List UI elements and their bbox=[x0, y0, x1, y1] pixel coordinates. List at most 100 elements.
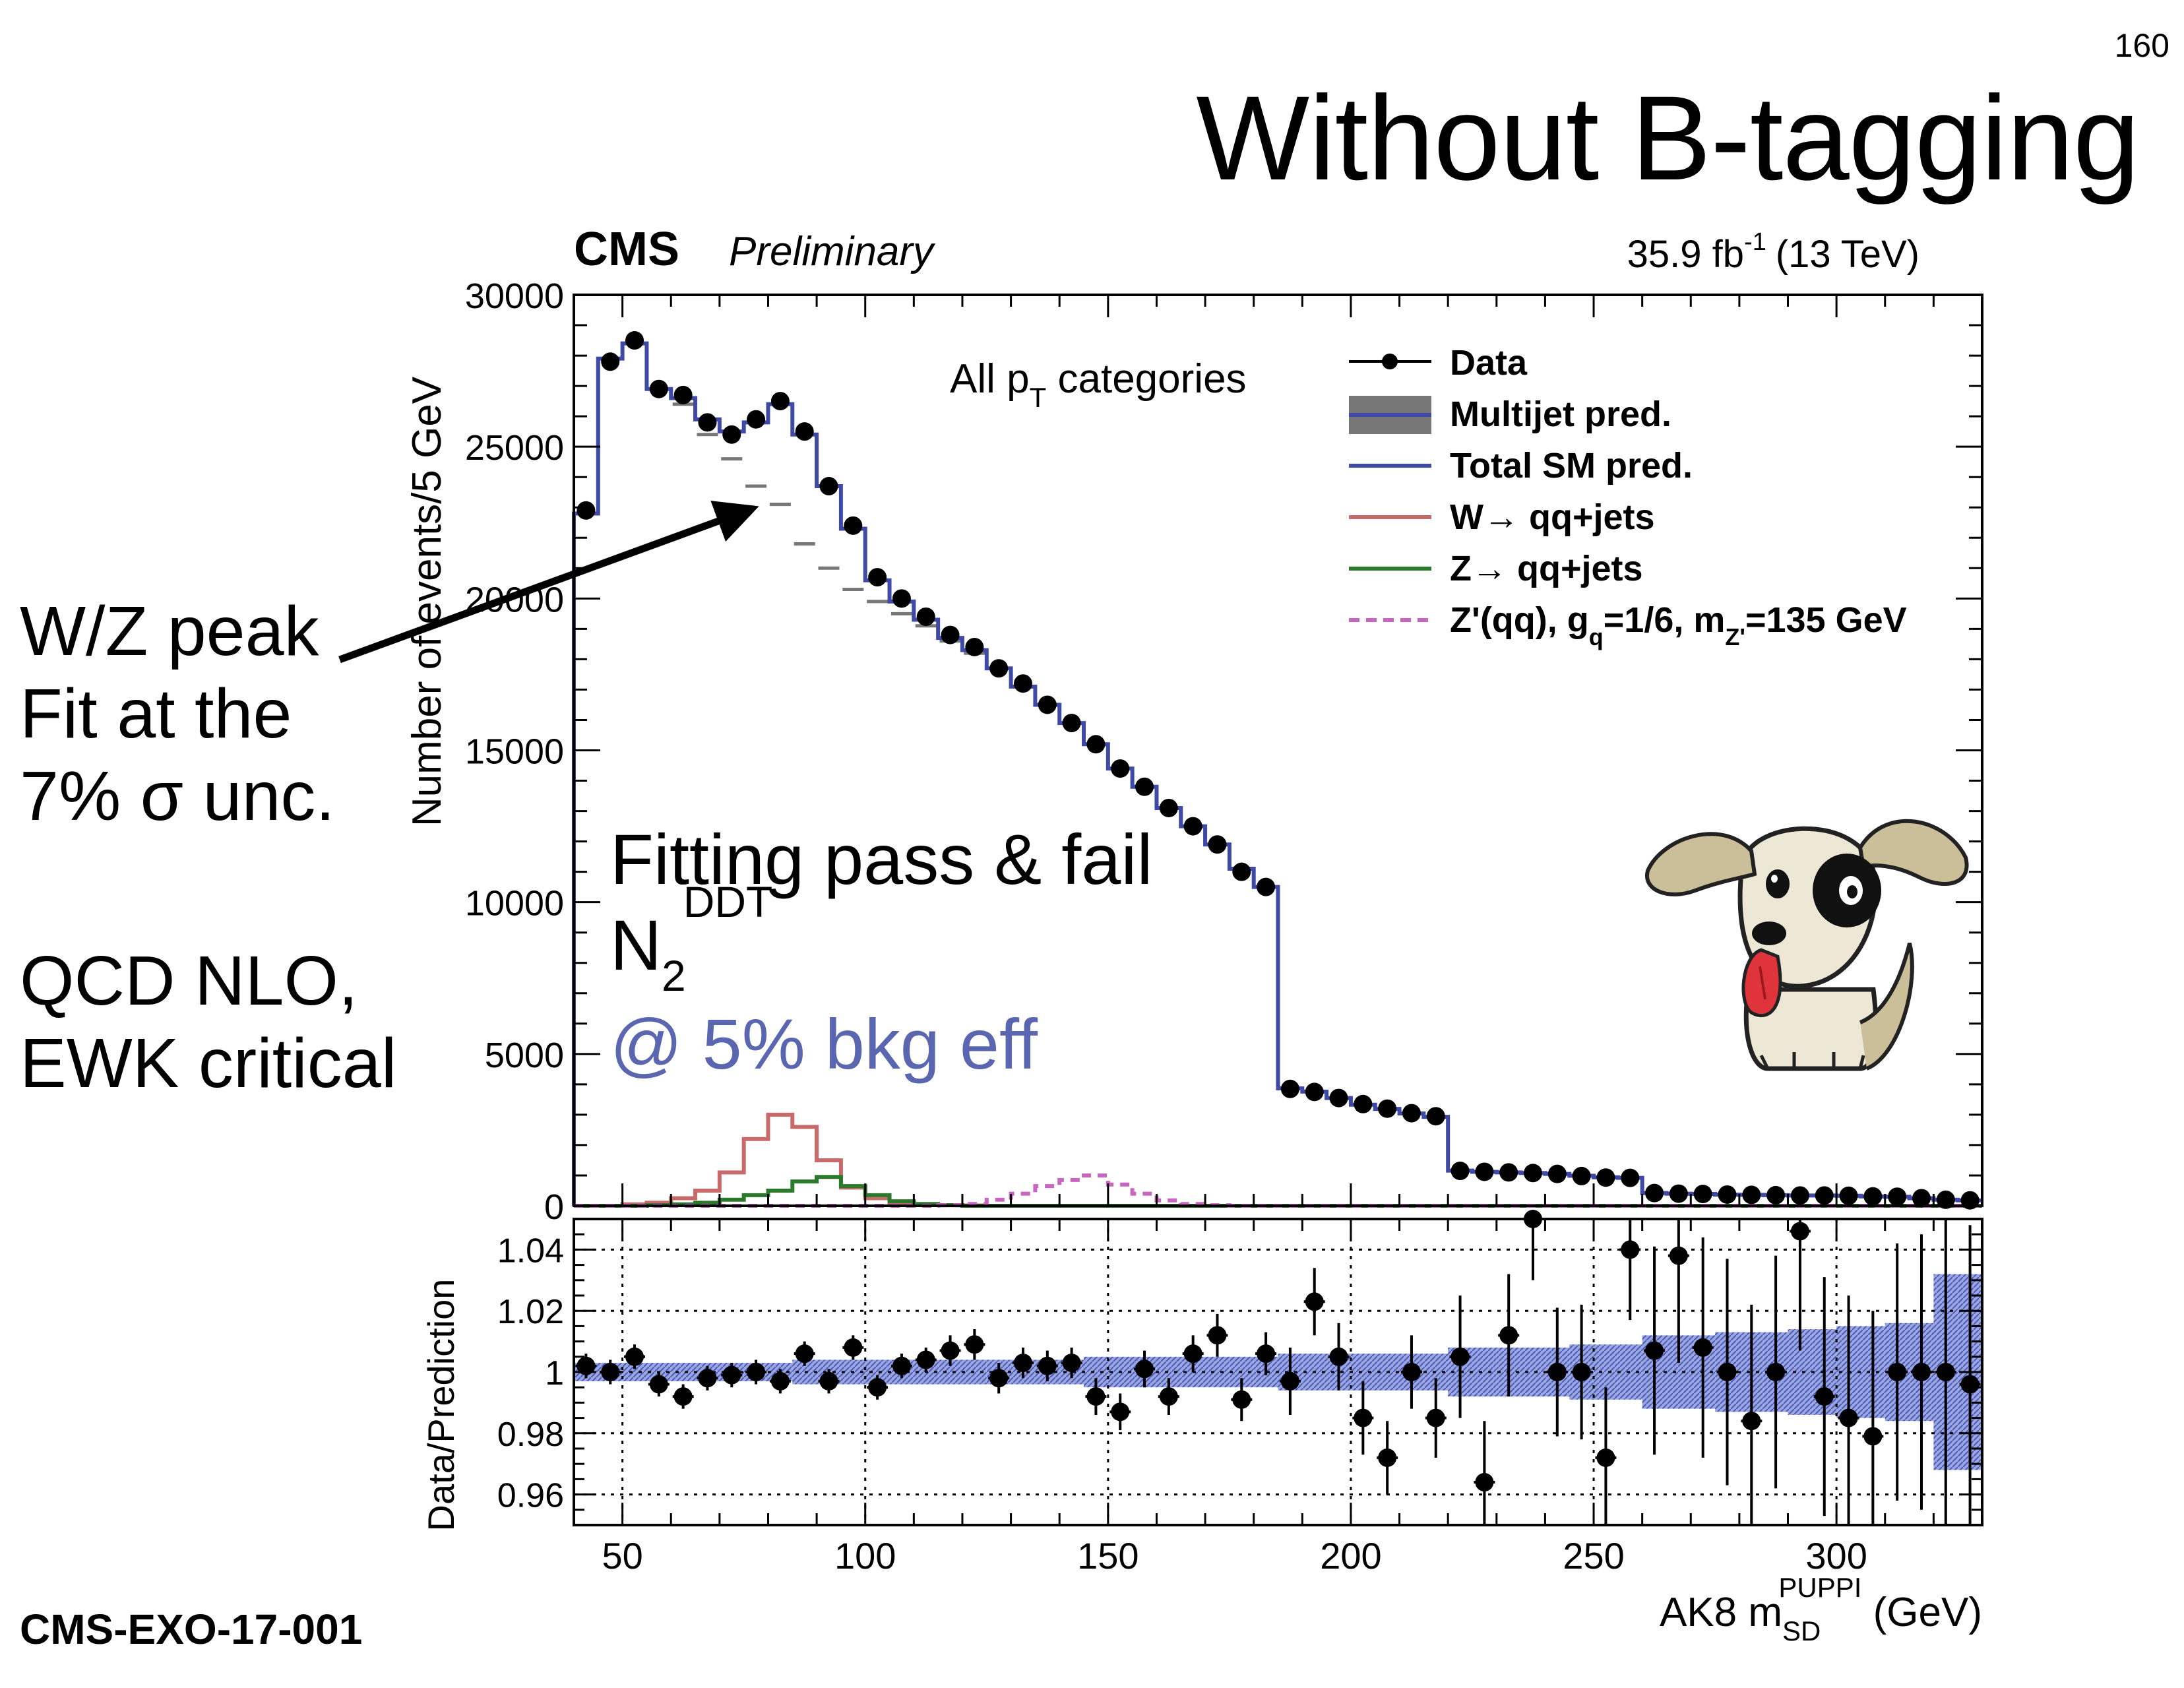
lumi-value: 35.9 fb bbox=[1627, 233, 1744, 276]
data-point bbox=[649, 379, 668, 398]
data-point bbox=[1718, 1185, 1737, 1204]
ratio-band-bin bbox=[1472, 1347, 1497, 1397]
data-point bbox=[1912, 1189, 1931, 1208]
ratio-point bbox=[1451, 1347, 1470, 1366]
data-point bbox=[1815, 1186, 1834, 1205]
legend-data-label: Data bbox=[1450, 343, 1528, 383]
data-point bbox=[1329, 1088, 1348, 1108]
ratio-point bbox=[1135, 1360, 1154, 1379]
data-point bbox=[1621, 1168, 1640, 1187]
x-tick-label: 100 bbox=[834, 1535, 896, 1577]
data-point bbox=[1111, 759, 1130, 778]
x-tick-label: 50 bbox=[602, 1535, 642, 1577]
data-point bbox=[1402, 1104, 1421, 1123]
y-tick-label: 10000 bbox=[465, 884, 564, 923]
data-point bbox=[819, 477, 838, 496]
ratio-point bbox=[1232, 1390, 1251, 1409]
overlay-efficiency-label: @ 5% bkg eff bbox=[610, 1004, 1038, 1084]
legend-totalsm-label: Total SM pred. bbox=[1450, 446, 1693, 485]
slide-number: 160 bbox=[2114, 27, 2169, 64]
note-wz-line-1: W/Z peak bbox=[20, 592, 319, 670]
overlay-n2ddt-label: N2DDT bbox=[610, 877, 772, 1000]
data-point bbox=[577, 501, 596, 520]
ratio-point bbox=[601, 1363, 620, 1381]
ratio-band-bin bbox=[1520, 1347, 1545, 1397]
preliminary-label: Preliminary bbox=[729, 229, 936, 274]
data-point bbox=[1572, 1166, 1591, 1185]
data-point bbox=[1499, 1163, 1518, 1182]
ratio-point bbox=[673, 1387, 693, 1406]
luminosity-label: 35.9 fb-1 (13 TeV) bbox=[1627, 228, 1919, 276]
data-point bbox=[1257, 877, 1276, 896]
ratio-point bbox=[1669, 1246, 1688, 1265]
y-tick-label: 25000 bbox=[465, 428, 564, 468]
legend-w-label: W→ qq+jets bbox=[1450, 497, 1655, 537]
reference-id: CMS-EXO-17-001 bbox=[20, 1606, 363, 1653]
ratio-point bbox=[747, 1363, 766, 1381]
ratio-point bbox=[1208, 1326, 1227, 1345]
axes bbox=[573, 294, 1983, 1526]
category-label: All pT categories bbox=[950, 356, 1247, 413]
ratio-y-tick-label: 0.98 bbox=[497, 1416, 564, 1454]
note-wz-peak: W/Z peak Fit at the 7% σ unc. bbox=[20, 590, 335, 838]
ratio-point bbox=[1839, 1408, 1858, 1427]
data-point bbox=[1888, 1187, 1907, 1206]
ratio-point bbox=[1960, 1375, 1980, 1394]
ratio-point bbox=[795, 1344, 814, 1363]
data-point bbox=[1038, 695, 1057, 714]
ratio-point bbox=[1815, 1387, 1834, 1406]
data-point bbox=[1062, 714, 1081, 733]
note-wz-line-2: Fit at the bbox=[20, 675, 292, 753]
dog-cartoon bbox=[1644, 819, 1969, 1071]
data-point bbox=[698, 413, 717, 432]
ratio-point bbox=[1742, 1412, 1761, 1431]
note-qcd-nlo: QCD NLO, EWK critical bbox=[20, 940, 396, 1105]
ratio-point bbox=[1693, 1338, 1712, 1357]
data-point bbox=[1766, 1185, 1786, 1204]
data-point bbox=[1208, 835, 1227, 854]
data-point bbox=[1354, 1094, 1373, 1113]
note-wz-line-3: 7% σ unc. bbox=[20, 757, 335, 836]
ratio-point bbox=[577, 1356, 596, 1375]
ratio-point bbox=[1183, 1344, 1202, 1363]
ratio-point bbox=[1062, 1354, 1081, 1373]
ratio-point bbox=[1596, 1448, 1615, 1467]
ratio-y-tick-label: 1 bbox=[545, 1354, 564, 1392]
y-axis-label: Number of events/5 GeV bbox=[404, 376, 450, 827]
ratio-point bbox=[649, 1375, 668, 1394]
ratio-point bbox=[1111, 1402, 1130, 1422]
x-tick-label: 250 bbox=[1563, 1535, 1624, 1577]
data-point bbox=[770, 392, 790, 411]
legend-data-marker bbox=[1382, 354, 1398, 369]
data-point bbox=[1183, 817, 1202, 836]
slide-title: Without B-tagging bbox=[1196, 71, 2140, 205]
x-axis-label: AK8 mSDPUPPI (GeV) bbox=[1660, 1572, 1982, 1646]
data-point bbox=[1280, 1079, 1299, 1098]
y-tick-label: 5000 bbox=[485, 1036, 564, 1075]
data-point bbox=[1547, 1164, 1567, 1183]
data-point bbox=[1159, 798, 1178, 817]
ratio-band-bin bbox=[671, 1363, 696, 1381]
data-point bbox=[892, 589, 911, 608]
ratio-y-tick-label: 1.02 bbox=[497, 1293, 564, 1331]
ratio-point bbox=[1936, 1363, 1955, 1381]
ratio-point bbox=[989, 1369, 1009, 1388]
x-tick-label: 200 bbox=[1320, 1535, 1381, 1577]
ratio-point bbox=[1038, 1356, 1057, 1375]
ratio-point bbox=[916, 1350, 935, 1369]
data-point bbox=[1451, 1162, 1470, 1181]
ratio-point bbox=[698, 1369, 717, 1388]
energy-label: (13 TeV) bbox=[1776, 233, 1919, 276]
data-point bbox=[1475, 1162, 1494, 1181]
ratio-point bbox=[1475, 1473, 1494, 1492]
ratio-band-bin bbox=[1205, 1356, 1230, 1388]
legend-multijet-label: Multijet pred. bbox=[1450, 394, 1671, 434]
tick-labels: 50 100 150 200 250 30005000100001500020000250… bbox=[465, 276, 1867, 1577]
ratio-point bbox=[1378, 1448, 1397, 1467]
ratio-point bbox=[1013, 1354, 1032, 1373]
data-point bbox=[625, 331, 644, 350]
data-point bbox=[673, 385, 693, 404]
data-point bbox=[1524, 1164, 1543, 1183]
ratio-point bbox=[965, 1335, 984, 1354]
ratio-point bbox=[892, 1356, 911, 1375]
